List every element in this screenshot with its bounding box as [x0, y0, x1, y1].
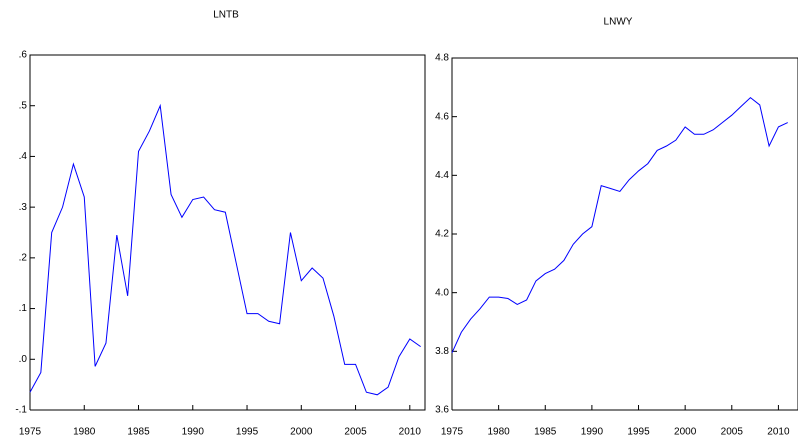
line-series — [29, 103, 421, 396]
line-series — [451, 96, 788, 354]
y-tick-label: 4.0 — [435, 287, 449, 298]
x-tick-label: 1980 — [73, 427, 96, 438]
y-tick-label: 4.2 — [435, 229, 449, 240]
y-tick-label: 3.6 — [435, 405, 449, 416]
x-tick-label: 1985 — [127, 427, 150, 438]
x-tick-label: 2005 — [721, 427, 744, 438]
y-tick-label: .5 — [19, 100, 28, 111]
y-tick-label: .3 — [19, 202, 28, 213]
y-tick-label: 3.8 — [435, 346, 449, 357]
x-tick-label: 2010 — [767, 427, 790, 438]
x-tick-label: 1980 — [488, 427, 511, 438]
x-tick-label: 1990 — [581, 427, 604, 438]
plot-frame — [29, 54, 426, 411]
y-tick-label: .2 — [19, 252, 28, 263]
y-tick-label: .6 — [19, 50, 28, 61]
x-tick-label: 2005 — [344, 427, 367, 438]
x-tick-label: 2010 — [399, 427, 422, 438]
x-tick-label: 2000 — [290, 427, 313, 438]
x-tick-label: 1975 — [441, 427, 464, 438]
y-tick-label: .1 — [19, 303, 28, 314]
x-tick-label: 1985 — [534, 427, 557, 438]
chart-title: LNWY — [604, 17, 633, 28]
x-tick-label: 1995 — [627, 427, 650, 438]
y-tick-label: .0 — [19, 354, 28, 365]
y-tick-label: .4 — [19, 151, 28, 162]
x-tick-label: 1995 — [236, 427, 259, 438]
y-tick-label: 4.6 — [435, 111, 449, 122]
y-tick-label: 4.8 — [435, 53, 449, 64]
y-tick-label: 4.4 — [435, 170, 449, 181]
x-tick-label: 2000 — [674, 427, 697, 438]
y-tick-label: -.1 — [15, 405, 27, 416]
chart-title: LNTB — [213, 10, 239, 21]
x-tick-label: 1975 — [19, 427, 42, 438]
x-tick-label: 1990 — [182, 427, 205, 438]
